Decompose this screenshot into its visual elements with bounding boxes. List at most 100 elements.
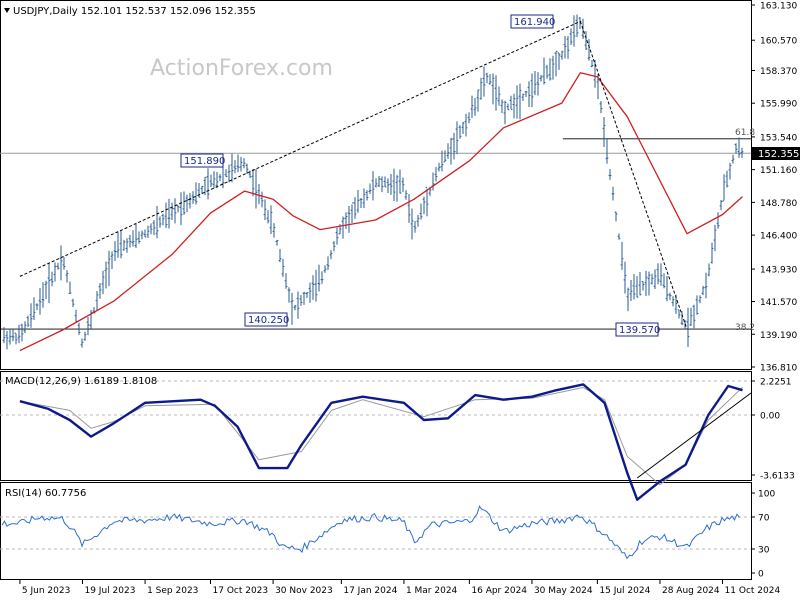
macd-panel bbox=[0, 371, 752, 481]
price-bar bbox=[515, 85, 519, 119]
price-bar bbox=[293, 304, 297, 311]
price-axis-label: 151.160 bbox=[760, 166, 797, 176]
watermark: ActionForex.com bbox=[150, 56, 333, 81]
price-bar bbox=[80, 338, 84, 348]
price-bar bbox=[230, 153, 234, 183]
price-axis-label: 160.570 bbox=[760, 37, 797, 47]
price-bar bbox=[95, 290, 99, 311]
price-bar bbox=[503, 100, 507, 125]
price-axis-label: 136.810 bbox=[760, 364, 797, 374]
price-bar bbox=[656, 263, 660, 285]
price-bar bbox=[113, 241, 117, 261]
price-bar bbox=[239, 156, 243, 172]
price-bar bbox=[266, 210, 270, 224]
current-price-label: 152.355 bbox=[758, 149, 799, 160]
price-axis-label: 153.540 bbox=[760, 133, 797, 143]
price-bar bbox=[626, 287, 630, 312]
price-bar bbox=[608, 169, 612, 180]
price-bar bbox=[602, 117, 606, 147]
price-bar bbox=[524, 90, 528, 97]
price-bar bbox=[677, 309, 681, 319]
price-bar bbox=[704, 272, 708, 299]
price-bar bbox=[344, 212, 348, 230]
price-bar bbox=[386, 178, 390, 194]
price-bar bbox=[170, 202, 174, 220]
rsi-axis-label: 30 bbox=[758, 546, 770, 556]
price-bar bbox=[542, 57, 546, 85]
trend-line-1 bbox=[19, 20, 581, 277]
price-bar bbox=[407, 193, 411, 223]
price-bar bbox=[680, 311, 684, 326]
price-bar bbox=[560, 50, 564, 60]
price-bar bbox=[359, 198, 363, 208]
price-bar bbox=[533, 70, 537, 96]
price-bar bbox=[422, 196, 426, 215]
price-bar bbox=[164, 202, 168, 229]
price-bar bbox=[413, 220, 417, 233]
price-bar bbox=[23, 321, 27, 333]
price-bar bbox=[713, 224, 717, 252]
price-bar bbox=[530, 73, 534, 108]
price-bar bbox=[200, 185, 204, 194]
price-bar bbox=[527, 81, 531, 108]
price-bar bbox=[11, 329, 15, 342]
price-bar bbox=[353, 197, 357, 219]
price-bar bbox=[152, 220, 156, 236]
price-bar bbox=[590, 59, 594, 68]
price-bar bbox=[686, 307, 690, 347]
price-bar bbox=[659, 263, 663, 286]
price-bar bbox=[500, 99, 504, 114]
price-bar bbox=[347, 206, 351, 233]
price-bar bbox=[32, 297, 36, 321]
price-bar bbox=[284, 273, 288, 289]
svg-text:151.890: 151.890 bbox=[184, 156, 225, 167]
price-bar bbox=[554, 50, 558, 77]
macd-layer bbox=[0, 380, 752, 501]
price-bar bbox=[671, 296, 675, 307]
price-bar bbox=[437, 162, 441, 172]
price-bar bbox=[653, 269, 657, 290]
price-bar bbox=[692, 304, 696, 329]
price-bar bbox=[449, 137, 453, 165]
price-bar bbox=[566, 35, 570, 59]
price-bar bbox=[719, 199, 723, 211]
price-bar bbox=[551, 55, 555, 80]
price-bar bbox=[311, 275, 315, 300]
price-bar bbox=[470, 95, 474, 119]
price-bar bbox=[557, 52, 561, 70]
price-bar bbox=[617, 233, 621, 240]
price-bar bbox=[377, 176, 381, 187]
x-axis-label: 30 Nov 2023 bbox=[275, 586, 333, 596]
price-bar bbox=[206, 168, 210, 200]
price-bar bbox=[218, 173, 222, 182]
price-bar bbox=[485, 72, 489, 84]
price-bar bbox=[146, 225, 150, 238]
current-price-badge bbox=[752, 147, 800, 160]
price-bar bbox=[434, 166, 438, 182]
price-bar bbox=[362, 188, 366, 209]
macd-axis-label: 0.00 bbox=[760, 412, 780, 422]
price-bar bbox=[734, 143, 738, 154]
price-bar bbox=[302, 291, 306, 305]
price-bar bbox=[476, 89, 480, 112]
price-bar bbox=[494, 75, 498, 111]
price-bar bbox=[587, 39, 591, 61]
price-bar bbox=[323, 265, 327, 273]
price-bar bbox=[236, 154, 240, 173]
price-bar bbox=[638, 272, 642, 296]
price-bar bbox=[8, 328, 12, 345]
axis-layer: 136.810 139.190 141.570 143.930 146.400 148.7… bbox=[19, 2, 797, 596]
price-bar bbox=[122, 239, 126, 251]
price-bar bbox=[305, 292, 309, 298]
price-axis-label: 163.130 bbox=[760, 2, 797, 12]
collapse-arrow-icon[interactable] bbox=[4, 8, 10, 13]
price-bar bbox=[458, 125, 462, 139]
price-bar bbox=[41, 282, 45, 308]
price-bar bbox=[65, 270, 69, 283]
price-bar bbox=[650, 273, 654, 285]
price-bar bbox=[26, 315, 30, 328]
price-layer bbox=[0, 14, 751, 352]
price-bar bbox=[569, 28, 573, 45]
price-bar bbox=[383, 176, 387, 188]
x-axis-label: 19 Jul 2023 bbox=[84, 586, 135, 596]
